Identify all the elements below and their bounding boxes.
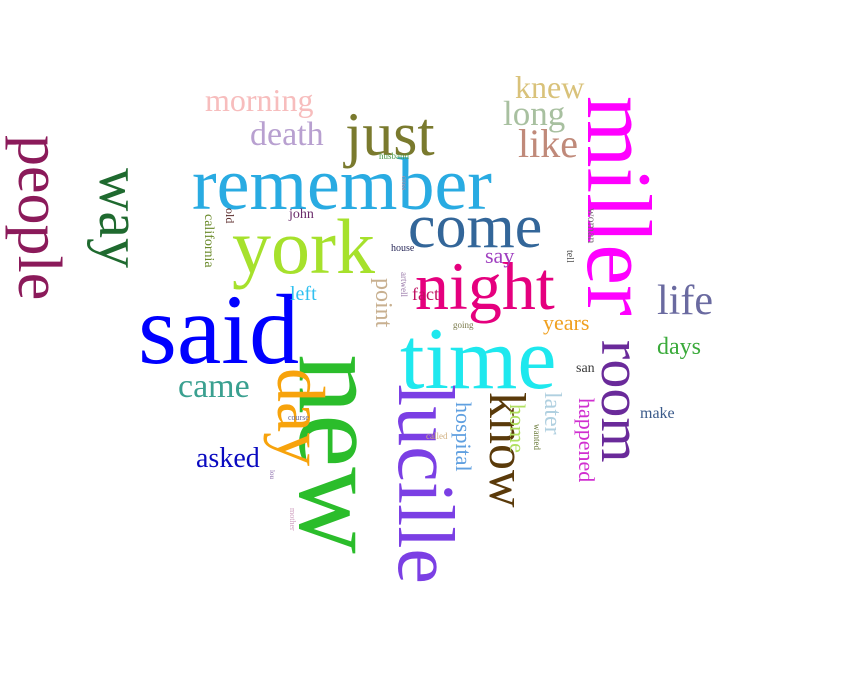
word: asked: [196, 443, 260, 474]
word: cross: [400, 176, 408, 191]
word: house: [391, 243, 415, 254]
word: artwell: [399, 272, 409, 297]
word: said: [138, 274, 300, 385]
word: knew: [515, 69, 585, 105]
word: york: [232, 203, 375, 290]
word: say: [485, 243, 515, 268]
word: called: [426, 431, 448, 441]
word: hospital: [451, 402, 476, 472]
word: like: [518, 121, 578, 166]
word: remember: [192, 144, 492, 226]
word: left: [290, 283, 317, 305]
word: later: [539, 392, 565, 435]
word: come: [408, 193, 543, 261]
word: home: [505, 404, 530, 453]
word: woman: [585, 208, 599, 244]
word: point: [370, 278, 396, 328]
word: just: [345, 101, 435, 169]
word: husband: [379, 151, 409, 161]
word: days: [657, 334, 701, 360]
word: people: [5, 135, 73, 301]
word: make: [640, 405, 675, 422]
word: california: [201, 214, 216, 268]
word: came: [178, 368, 250, 405]
word: years: [543, 310, 590, 335]
word: wanted: [532, 424, 542, 450]
word: long: [503, 94, 566, 133]
word: life: [657, 278, 713, 324]
word: san: [576, 361, 595, 376]
word: old: [223, 208, 237, 224]
word: happened: [574, 398, 599, 483]
word: room: [589, 340, 654, 463]
word: tell: [564, 250, 575, 263]
word: going: [453, 320, 474, 330]
word: mother: [288, 508, 297, 531]
word: course: [288, 413, 309, 422]
word: way: [87, 168, 153, 268]
word: miller: [568, 96, 670, 316]
word: death: [250, 116, 324, 153]
word: fact: [412, 284, 439, 304]
word: time: [400, 311, 557, 408]
word: morning: [205, 82, 314, 118]
word: lou: [268, 470, 276, 479]
word: night: [415, 248, 555, 324]
word: john: [289, 207, 314, 222]
